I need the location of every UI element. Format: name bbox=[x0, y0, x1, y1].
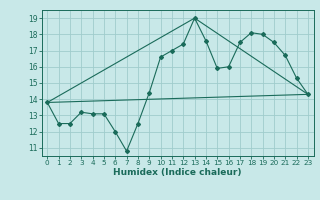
X-axis label: Humidex (Indice chaleur): Humidex (Indice chaleur) bbox=[113, 168, 242, 177]
